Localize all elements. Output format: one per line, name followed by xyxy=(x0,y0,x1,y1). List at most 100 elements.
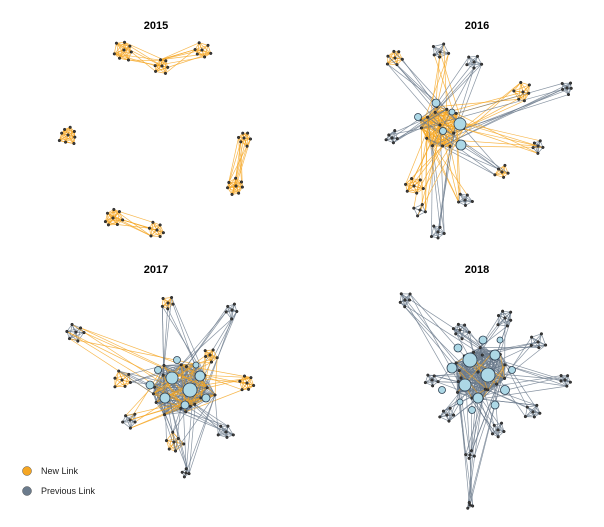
edge xyxy=(71,324,195,405)
node xyxy=(72,129,76,134)
node xyxy=(226,424,230,428)
node xyxy=(121,218,125,222)
edge xyxy=(426,137,539,147)
node xyxy=(128,418,132,422)
node xyxy=(538,139,542,143)
edge xyxy=(204,374,251,378)
edge xyxy=(456,83,563,114)
node xyxy=(560,87,565,91)
node xyxy=(559,379,563,383)
edge xyxy=(59,134,69,141)
node xyxy=(405,189,409,193)
node xyxy=(517,97,521,101)
edge xyxy=(113,43,117,54)
node xyxy=(496,435,500,439)
edge xyxy=(461,324,465,339)
node xyxy=(123,384,127,388)
legend-item-new-link: New Link xyxy=(22,466,79,476)
node xyxy=(505,324,509,328)
hub-node xyxy=(201,393,211,403)
node xyxy=(247,387,251,391)
edge xyxy=(473,56,478,69)
node xyxy=(503,376,507,380)
edge xyxy=(522,84,530,93)
node xyxy=(133,420,137,424)
node xyxy=(127,372,131,376)
edge xyxy=(83,332,208,389)
node xyxy=(541,145,545,149)
node xyxy=(502,175,506,179)
edge xyxy=(527,406,535,418)
hub-node xyxy=(159,392,171,404)
node xyxy=(240,388,244,392)
node xyxy=(184,364,188,369)
node xyxy=(415,191,419,195)
node xyxy=(115,222,119,227)
edge xyxy=(455,362,471,456)
node xyxy=(431,384,435,388)
node xyxy=(63,127,67,132)
edge xyxy=(166,438,179,441)
node xyxy=(188,404,192,408)
hub-node xyxy=(194,370,206,382)
node xyxy=(187,472,191,476)
edge xyxy=(130,414,136,429)
panel-2017: 2017 xyxy=(65,264,256,479)
node xyxy=(506,171,510,175)
node xyxy=(569,86,573,90)
node xyxy=(151,392,155,396)
node xyxy=(395,137,399,141)
edge xyxy=(61,131,75,134)
edge xyxy=(214,394,219,435)
node xyxy=(158,223,162,227)
edge xyxy=(439,146,451,228)
node xyxy=(425,115,430,119)
node xyxy=(438,50,442,54)
node xyxy=(438,55,442,59)
node xyxy=(164,439,169,443)
edge xyxy=(524,84,530,101)
node xyxy=(160,64,164,68)
node xyxy=(224,310,228,314)
node xyxy=(519,80,523,85)
node xyxy=(240,185,244,189)
edge xyxy=(122,219,158,231)
node xyxy=(78,326,83,330)
node xyxy=(387,133,391,137)
node xyxy=(124,414,128,418)
node xyxy=(161,373,165,377)
node xyxy=(523,415,527,419)
node xyxy=(465,63,469,67)
edge xyxy=(167,297,172,309)
node xyxy=(230,308,234,312)
edge xyxy=(65,136,76,143)
edge xyxy=(448,408,451,422)
node xyxy=(452,413,456,417)
edge xyxy=(116,43,120,59)
edge xyxy=(172,408,182,433)
edge xyxy=(117,211,120,225)
edge xyxy=(131,51,156,72)
node xyxy=(501,309,505,313)
edge xyxy=(449,82,521,147)
hub-node xyxy=(478,335,488,345)
node xyxy=(441,409,445,413)
edge xyxy=(116,42,130,47)
edge xyxy=(439,124,445,234)
node xyxy=(74,330,78,334)
edge xyxy=(427,56,470,118)
edge xyxy=(163,365,191,407)
edge xyxy=(160,42,200,61)
node xyxy=(430,144,435,148)
legend-swatch xyxy=(22,486,32,496)
node xyxy=(423,381,427,385)
edge xyxy=(387,63,397,65)
edge xyxy=(168,432,174,450)
node xyxy=(393,56,397,60)
edge xyxy=(164,411,186,416)
edge xyxy=(155,71,166,74)
hub-node xyxy=(508,366,516,374)
node xyxy=(235,309,239,314)
node xyxy=(397,50,401,54)
edge xyxy=(416,121,457,194)
